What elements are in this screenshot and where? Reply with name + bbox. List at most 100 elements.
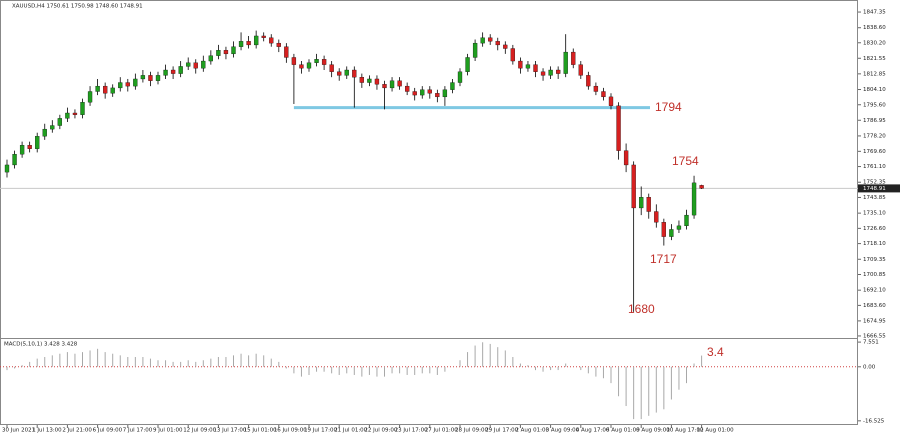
x-tick-label: 4 Aug 17:00 [576, 428, 610, 434]
candle-body [223, 50, 229, 55]
candle-body [404, 85, 410, 92]
y-tick-label: 1786.95 [863, 118, 886, 124]
candle-body [306, 62, 312, 69]
candle-body [50, 125, 55, 130]
candle-body [661, 222, 666, 237]
candle-body [133, 78, 138, 87]
y-tick-label: 1709.35 [863, 257, 886, 263]
candle-body [495, 41, 500, 46]
candle-body [118, 82, 123, 89]
candle-body [103, 85, 108, 94]
candle-body [676, 225, 682, 230]
candle-body [639, 197, 644, 209]
y-tick-label: 1700.85 [863, 272, 886, 278]
candle-body [397, 80, 402, 87]
candle-body [178, 66, 183, 74]
candle-body [148, 75, 153, 81]
candle-body [435, 93, 440, 98]
y-tick-label: 1718.10 [863, 241, 886, 247]
candle-body [140, 75, 146, 80]
y-tick-label: 1666.55 [863, 333, 886, 339]
x-tick-label: 12 Aug 01:00 [697, 428, 735, 434]
candle-body [163, 69, 168, 76]
x-tick-label: 1 Jul 13:00 [32, 428, 62, 434]
candle-body [344, 69, 349, 76]
x-tick-label: 6 Jul 09:00 [93, 428, 123, 434]
candle-body [253, 35, 259, 46]
candle-body [246, 41, 251, 46]
candle-body [684, 214, 689, 227]
candle-body [503, 44, 508, 49]
x-tick-label: 16 Jul 09:00 [274, 428, 307, 434]
x-tick-label: 6 Aug 01:00 [606, 428, 640, 434]
candle-body [291, 57, 297, 65]
macd-y-tick-label: 7.551 [863, 340, 879, 346]
y-tick-label: 1692.10 [863, 288, 886, 294]
y-tick-label: 1743.85 [863, 195, 886, 201]
y-tick-label: 1847.35 [863, 10, 886, 16]
candle-body [4, 164, 10, 173]
candle-body [571, 51, 576, 65]
candle-body [510, 48, 516, 62]
candle-body [299, 64, 304, 69]
candle-body [314, 59, 319, 63]
candle-body [374, 78, 380, 85]
candle-body [616, 105, 621, 151]
candle-body [382, 84, 387, 89]
candle-body [12, 154, 17, 166]
y-tick-label: 1726.60 [863, 226, 886, 232]
candle-body [420, 89, 425, 96]
candle-body [699, 185, 704, 189]
candle-body [646, 197, 651, 212]
x-tick-label: 9 Aug 09:00 [636, 428, 670, 434]
candle-body [518, 60, 523, 69]
candle-body [465, 57, 470, 72]
candle-body [488, 37, 493, 42]
candle-body [337, 71, 342, 76]
y-tick-label: 1761.10 [863, 164, 886, 170]
candle-body [125, 82, 130, 87]
x-tick-label: 2 Jul 21:00 [62, 428, 92, 434]
x-tick-label: 28 Jul 09:00 [455, 428, 488, 434]
candle-body [186, 62, 191, 67]
macd-annotation: 3.4 [707, 345, 724, 359]
macd-y-tick-label: -16.525 [863, 418, 885, 424]
candle-body [691, 182, 697, 216]
candle-body [525, 64, 531, 69]
x-tick-label: 12 Jul 09:00 [183, 428, 216, 434]
candle-body [35, 136, 40, 149]
x-tick-label: 29 Jul 17:00 [485, 428, 518, 434]
candle-body [389, 80, 395, 89]
candle-body [533, 64, 538, 72]
plot-frame [0, 0, 858, 425]
candle-body [27, 145, 32, 149]
candle-body [548, 69, 553, 76]
candle-body [608, 96, 614, 106]
candle-body [367, 78, 372, 83]
candle-body [669, 229, 674, 237]
candle-body [321, 59, 327, 65]
y-tick-label: 1683.60 [863, 303, 886, 309]
candle-body [654, 211, 659, 223]
macd-y-tick-label: 0.00 [863, 364, 876, 370]
candle-body [412, 91, 417, 96]
candle-body [80, 102, 85, 115]
candle-body [556, 69, 561, 74]
x-tick-label: 30 Jun 2021 [2, 428, 35, 434]
x-tick-label: 7 Jul 17:00 [123, 428, 153, 434]
y-tick-label: 1838.60 [863, 25, 886, 31]
candle-body [593, 85, 599, 92]
candle-body [19, 145, 25, 155]
macd-title: MACD(5,10,1) 3.428 3.428 [4, 342, 78, 348]
candle-body [329, 64, 334, 72]
candle-body [65, 112, 70, 119]
y-tick-label: 1769.60 [863, 149, 886, 155]
candle-body [540, 71, 546, 76]
candle-body [42, 128, 47, 137]
current-price-label: 1748.91 [863, 186, 886, 192]
candle-body [578, 64, 583, 76]
y-tick-label: 1830.20 [863, 40, 886, 46]
candle-body [201, 60, 206, 69]
candle-body [231, 46, 236, 55]
